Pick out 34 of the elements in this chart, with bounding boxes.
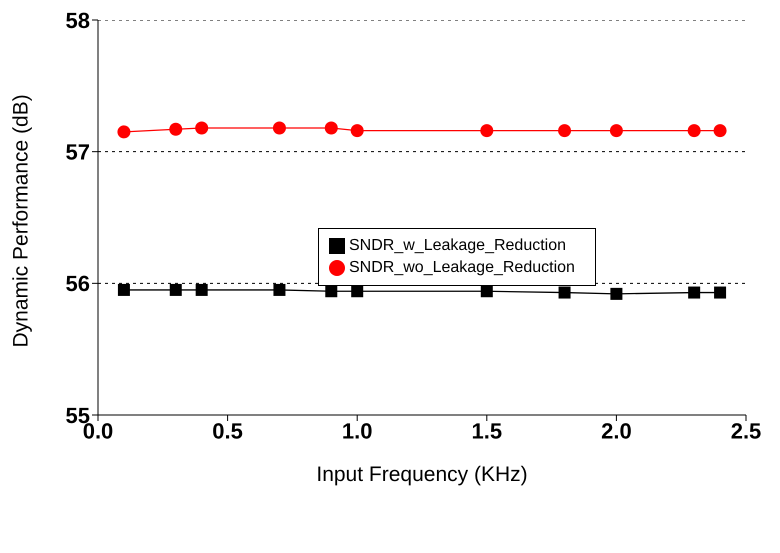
point xyxy=(273,284,286,296)
point xyxy=(169,122,182,136)
y-tick-label: 58 xyxy=(66,8,90,33)
point xyxy=(610,124,623,138)
legend-label: SNDR_w_Leakage_Reduction xyxy=(349,237,566,254)
point xyxy=(688,124,701,138)
point xyxy=(272,121,286,134)
x-tick-label: 1.5 xyxy=(472,418,502,444)
x-tick-label: 1.0 xyxy=(342,418,372,444)
point xyxy=(688,286,700,299)
x-axis-title: Input Frequency (KHz) xyxy=(316,463,528,486)
point xyxy=(350,124,364,138)
point xyxy=(117,125,130,138)
x-tick-label: 2.0 xyxy=(601,418,632,444)
point xyxy=(195,121,208,134)
point xyxy=(118,284,130,296)
point xyxy=(714,286,726,299)
point xyxy=(325,285,338,298)
point xyxy=(170,284,182,296)
point xyxy=(480,285,493,298)
x-tick-label: 2.5 xyxy=(730,418,762,444)
point xyxy=(558,124,572,138)
point xyxy=(324,121,338,134)
y-tick-label: 56 xyxy=(66,271,90,296)
point xyxy=(351,285,364,298)
point xyxy=(480,124,494,138)
point xyxy=(196,284,208,296)
point xyxy=(558,286,571,299)
point xyxy=(610,288,622,300)
x-tick-label: 0.5 xyxy=(212,418,243,444)
y-tick-label: 57 xyxy=(66,139,90,164)
legend-label: SNDR_wo_Leakage_Reduction xyxy=(349,259,575,276)
y-axis-title: Dynamic Performance (dB) xyxy=(9,94,32,348)
point xyxy=(714,124,727,138)
